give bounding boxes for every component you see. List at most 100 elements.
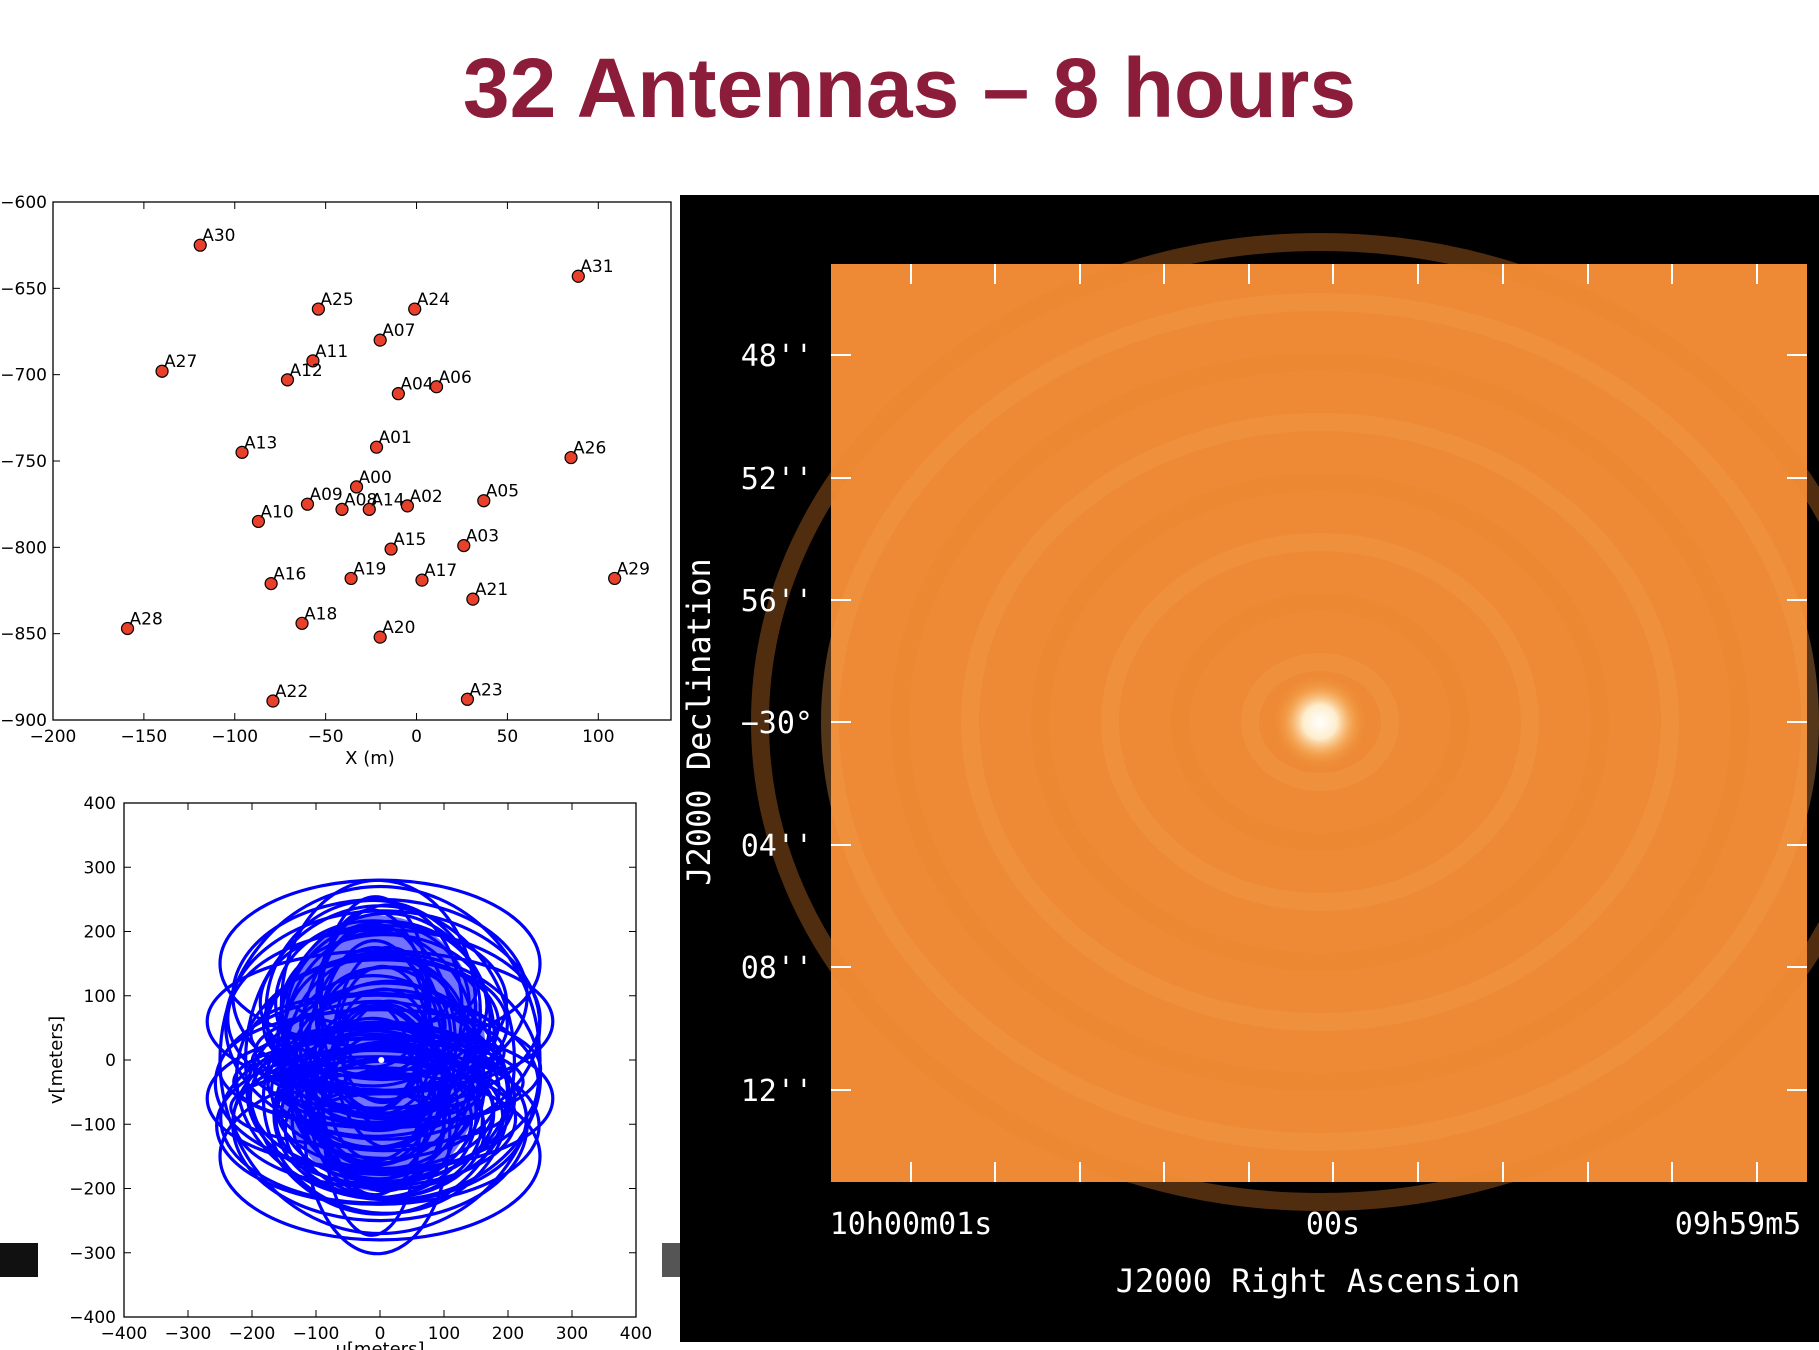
antenna-label: A10 (260, 502, 293, 522)
antenna-marker (251, 514, 265, 529)
antenna-label: A24 (417, 290, 450, 310)
antenna-label: A06 (439, 368, 472, 388)
sidelobe-ring (891, 353, 1749, 1091)
image-x-tick-label: 10h00m01s (830, 1207, 993, 1242)
uv-x-tick-label: 200 (492, 1324, 524, 1344)
uv-x-tick-label: 400 (620, 1324, 652, 1344)
dirty-image-panel: 10h00m01s 00s 09h59m5 48'' 52'' 56'' −30° 04''… (680, 195, 1819, 1342)
antenna-label: A15 (393, 530, 426, 550)
antenna-x-tick-label: −200 (30, 727, 77, 747)
antenna-marker (457, 539, 471, 553)
slide-title: 32 Antennas – 8 hours (462, 41, 1357, 135)
image-y-tick-label: 56'' (741, 584, 813, 619)
image-x-tick-label: 09h59m5 (1675, 1207, 1801, 1242)
uv-x-tick-label: 300 (556, 1324, 588, 1344)
antenna-marker (280, 373, 295, 387)
sidelobe-ring (1171, 593, 1469, 851)
uv-coverage-chart: −400 −300 −200 −100 0 100 200 300 400 400 300 200 1… (0, 794, 680, 1350)
antenna-label: A05 (486, 482, 519, 502)
image-x-tick-label: 00s (1306, 1207, 1360, 1242)
antenna-label: A20 (382, 618, 415, 638)
antenna-marker (369, 440, 384, 454)
antenna-label: A16 (273, 565, 306, 585)
antenna-marker (415, 573, 429, 587)
antenna-y-tick-label: −650 (0, 279, 47, 299)
uv-dense-core (274, 915, 486, 1192)
antenna-marker (264, 576, 278, 591)
antenna-label: A23 (469, 680, 502, 700)
left-dark-fragment (0, 1243, 38, 1277)
antenna-marker (311, 302, 325, 316)
antenna-label: A12 (289, 361, 322, 381)
sidelobe-ring (961, 413, 1679, 1031)
antenna-label: A14 (371, 490, 404, 510)
antenna-marker (429, 380, 444, 394)
antenna-label: A25 (320, 290, 353, 310)
uv-y-tick-label: 100 (84, 987, 116, 1007)
uv-track (218, 884, 542, 1236)
antenna-x-tick-label: −150 (121, 727, 168, 747)
uv-center-gap (378, 1057, 385, 1063)
antenna-marker (408, 302, 422, 316)
antenna-marker (349, 480, 364, 494)
antenna-label: A18 (304, 604, 337, 624)
antenna-marker (193, 238, 207, 252)
antenna-label: A27 (164, 352, 197, 372)
uv-y-tick-label: 200 (84, 923, 116, 943)
antenna-y-tick-label: −900 (0, 711, 47, 731)
antenna-label: A13 (244, 433, 277, 453)
image-y-axis-label: J2000 Declination (680, 558, 718, 886)
antenna-label: A22 (275, 682, 308, 702)
uv-x-tick-label: −200 (229, 1324, 276, 1344)
right-dark-fragment (662, 1243, 680, 1277)
uv-x-axis-label: u[meters] (336, 1339, 425, 1350)
uv-y-tick-label: 0 (105, 1051, 116, 1071)
image-y-tick-label: 48'' (741, 339, 813, 374)
antenna-label: A11 (315, 342, 348, 362)
antenna-marker (344, 571, 358, 586)
antenna-y-tick-label: −600 (0, 193, 47, 213)
antenna-marker (373, 630, 387, 644)
antenna-label: A30 (202, 226, 235, 246)
antenna-label: A03 (466, 527, 499, 547)
image-sidelobes (751, 233, 1819, 1211)
antenna-y-tick-label: −700 (0, 366, 47, 386)
point-source (1272, 674, 1368, 770)
uv-y-axis-label: v[meters] (46, 1016, 67, 1104)
uv-y-tick-label: 300 (84, 858, 116, 878)
antenna-marker (400, 499, 415, 513)
antenna-label: A17 (424, 561, 457, 581)
sidelobe-ring (1031, 473, 1609, 971)
antenna-label: A28 (130, 609, 163, 629)
antenna-x-axis-label: X (m) (345, 748, 395, 769)
antenna-marker (295, 616, 309, 630)
uv-y-tick-label: −300 (69, 1244, 116, 1264)
antenna-x-tick-label: 0 (411, 727, 422, 747)
antenna-marker (373, 333, 387, 347)
image-y-tick-label: 04'' (741, 829, 813, 864)
uv-y-tick-label: −100 (69, 1115, 116, 1135)
antenna-marker (384, 542, 398, 556)
antenna-marker (155, 364, 169, 378)
antenna-label: A19 (353, 559, 386, 579)
image-x-axis-label: J2000 Right Ascension (1116, 1262, 1521, 1300)
antenna-label: A26 (573, 439, 606, 459)
antenna-marker (362, 502, 376, 516)
antenna-x-tick-label: 50 (497, 727, 519, 747)
antenna-label: A21 (475, 580, 508, 600)
uv-y-tick-label: −400 (69, 1308, 116, 1328)
antenna-label: A00 (359, 468, 392, 488)
antenna-marker (477, 494, 491, 508)
image-y-tick-label: 08'' (741, 951, 813, 986)
uv-y-tick-label: 400 (84, 794, 116, 814)
antenna-y-tick-label: −750 (0, 452, 47, 472)
antenna-marker (300, 497, 315, 511)
uv-y-tick-label: −200 (69, 1180, 116, 1200)
antenna-marker (391, 387, 405, 401)
uv-tracks (205, 878, 555, 1256)
uv-track (244, 904, 516, 1216)
antenna-x-tick-label: 100 (582, 727, 614, 747)
antenna-label: A31 (580, 257, 613, 277)
antenna-x-tick-label: −50 (308, 727, 344, 747)
